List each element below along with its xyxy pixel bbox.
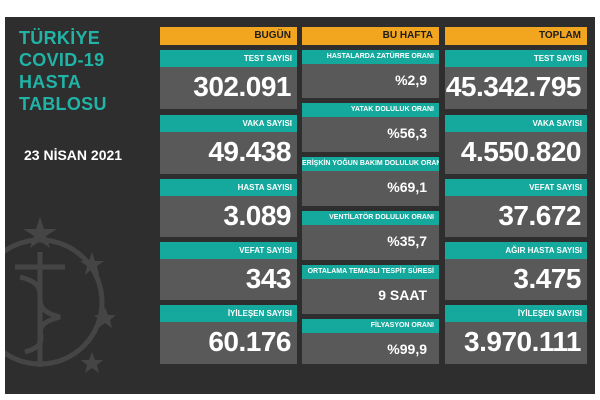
week-bed-card: YATAK DOLULUK ORANI %56,3 [302, 103, 439, 152]
week-contact-card: ORTALAMA TEMASLI TESPİT SÜRESİ 9 SAAT [302, 265, 439, 314]
dashboard-panel: TÜRKİYE COVID-19 HASTA TABLOSU 23 NİSAN … [5, 17, 595, 394]
today-death-card: VEFAT SAYISI 343 [160, 242, 297, 300]
today-case-card: VAKA SAYISI 49.438 [160, 115, 297, 174]
total-death-card: VEFAT SAYISI 37.672 [445, 179, 587, 237]
week-pneumonia-card: HASTALARDA ZATÜRRE ORANI %2,9 [302, 50, 439, 98]
header-total: TOPLAM [445, 27, 587, 45]
today-patient-card: HASTA SAYISI 3.089 [160, 179, 297, 237]
title-line-4: TABLOSU [19, 94, 107, 114]
week-bed-label: YATAK DOLULUK ORANI [302, 103, 439, 117]
today-recovered-label: İYİLEŞEN SAYISI [160, 305, 297, 322]
total-test-card: TEST SAYISI 45.342.795 [445, 50, 587, 109]
total-death-value: 37.672 [445, 196, 587, 237]
total-recovered-value: 3.970.111 [445, 322, 587, 364]
total-test-label: TEST SAYISI [445, 50, 587, 67]
total-death-label: VEFAT SAYISI [445, 179, 587, 196]
today-patient-label: HASTA SAYISI [160, 179, 297, 196]
header-today: BUGÜN [160, 27, 297, 45]
week-filiation-value: %99,9 [302, 333, 439, 364]
week-filiation-label: FİLYASYON ORANI [302, 319, 439, 333]
total-case-card: VAKA SAYISI 4.550.820 [445, 115, 587, 174]
week-icu-label: ERİŞKİN YOĞUN BAKIM DOLULUK ORANI [302, 157, 439, 171]
total-case-label: VAKA SAYISI [445, 115, 587, 132]
today-test-card: TEST SAYISI 302.091 [160, 50, 297, 109]
week-contact-value: 9 SAAT [302, 279, 439, 314]
week-bed-value: %56,3 [302, 117, 439, 152]
total-recovered-card: İYİLEŞEN SAYISI 3.970.111 [445, 305, 587, 364]
total-critical-label: AĞIR HASTA SAYISI [445, 242, 587, 259]
today-recovered-value: 60.176 [160, 322, 297, 364]
week-icu-value: %69,1 [302, 171, 439, 206]
week-icu-card: ERİŞKİN YOĞUN BAKIM DOLULUK ORANI %69,1 [302, 157, 439, 206]
total-critical-card: AĞIR HASTA SAYISI 3.475 [445, 242, 587, 300]
today-recovered-card: İYİLEŞEN SAYISI 60.176 [160, 305, 297, 364]
ministry-of-health-emblem-icon [5, 217, 115, 373]
today-test-value: 302.091 [160, 67, 297, 109]
total-case-value: 4.550.820 [445, 132, 587, 174]
week-pneumonia-value: %2,9 [302, 64, 439, 98]
week-ventilator-card: VENTİLATÖR DOLULUK ORANI %35,7 [302, 211, 439, 260]
title-line-3: HASTA [19, 72, 82, 92]
today-patient-value: 3.089 [160, 196, 297, 237]
page-title: TÜRKİYE COVID-19 HASTA TABLOSU [19, 27, 107, 115]
today-case-label: VAKA SAYISI [160, 115, 297, 132]
report-date: 23 NİSAN 2021 [24, 147, 123, 163]
title-line-2: COVID-19 [19, 50, 105, 70]
week-pneumonia-label: HASTALARDA ZATÜRRE ORANI [302, 50, 439, 64]
week-ventilator-label: VENTİLATÖR DOLULUK ORANI [302, 211, 439, 225]
total-critical-value: 3.475 [445, 259, 587, 300]
week-ventilator-value: %35,7 [302, 225, 439, 260]
total-test-value: 45.342.795 [445, 67, 587, 109]
week-contact-label: ORTALAMA TEMASLI TESPİT SÜRESİ [302, 265, 439, 279]
today-case-value: 49.438 [160, 132, 297, 174]
today-test-label: TEST SAYISI [160, 50, 297, 67]
header-week: BU HAFTA [302, 27, 439, 45]
today-death-label: VEFAT SAYISI [160, 242, 297, 259]
total-recovered-label: İYİLEŞEN SAYISI [445, 305, 587, 322]
today-death-value: 343 [160, 259, 297, 300]
week-filiation-card: FİLYASYON ORANI %99,9 [302, 319, 439, 364]
title-line-1: TÜRKİYE [19, 28, 101, 48]
